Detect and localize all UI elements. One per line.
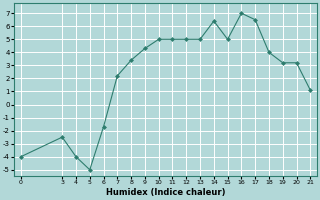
X-axis label: Humidex (Indice chaleur): Humidex (Indice chaleur) bbox=[106, 188, 225, 197]
